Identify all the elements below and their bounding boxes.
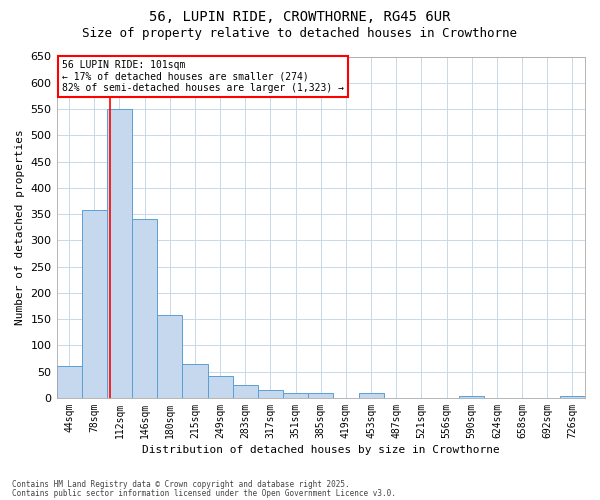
Bar: [56, 366, 82, 398]
Bar: [560, 396, 585, 398]
Text: 56 LUPIN RIDE: 101sqm
← 17% of detached houses are smaller (274)
82% of semi-det: 56 LUPIN RIDE: 101sqm ← 17% of detached …: [62, 60, 344, 93]
Text: Contains HM Land Registry data © Crown copyright and database right 2025.: Contains HM Land Registry data © Crown c…: [12, 480, 350, 489]
Text: Contains public sector information licensed under the Open Government Licence v3: Contains public sector information licen…: [12, 489, 396, 498]
Bar: [459, 396, 484, 398]
Text: 56, LUPIN RIDE, CROWTHORNE, RG45 6UR: 56, LUPIN RIDE, CROWTHORNE, RG45 6UR: [149, 10, 451, 24]
Bar: [233, 385, 258, 398]
Bar: [359, 393, 383, 398]
X-axis label: Distribution of detached houses by size in Crowthorne: Distribution of detached houses by size …: [142, 445, 500, 455]
Bar: [132, 220, 157, 398]
Bar: [283, 392, 308, 398]
Bar: [107, 109, 132, 398]
Bar: [82, 210, 107, 398]
Bar: [182, 364, 208, 398]
Bar: [208, 376, 233, 398]
Bar: [308, 393, 334, 398]
Y-axis label: Number of detached properties: Number of detached properties: [15, 130, 25, 325]
Bar: [258, 390, 283, 398]
Text: Size of property relative to detached houses in Crowthorne: Size of property relative to detached ho…: [83, 28, 517, 40]
Bar: [157, 315, 182, 398]
